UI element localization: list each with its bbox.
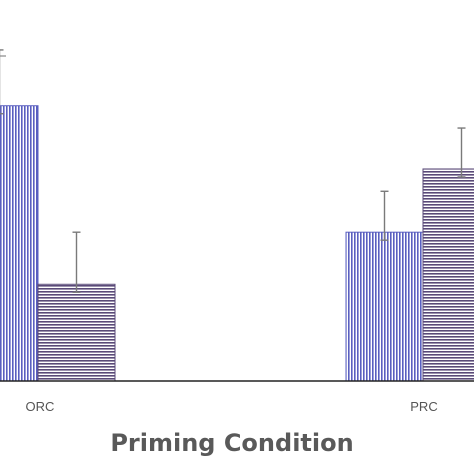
- error-bars-group: [0, 49, 466, 293]
- x-tick-label-prc: PRC: [410, 399, 437, 414]
- x-axis-title: Priming Condition: [110, 429, 353, 457]
- bar-prc-series-2: [422, 168, 474, 382]
- bar-prc-series-1: [345, 231, 424, 382]
- bar-orc-series-1: [0, 105, 39, 382]
- x-tick-label-orc: ORC: [26, 399, 55, 414]
- bar-orc-series-2: [37, 283, 116, 382]
- bars-group: [0, 105, 474, 382]
- x-tick-labels: ORC PRC: [26, 399, 438, 414]
